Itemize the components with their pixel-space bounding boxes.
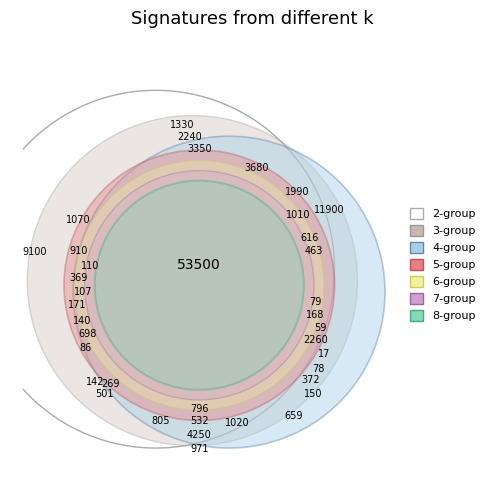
Text: 59: 59 (313, 323, 326, 333)
Text: 171: 171 (68, 300, 86, 310)
Text: 910: 910 (70, 246, 88, 256)
Circle shape (95, 180, 304, 390)
Text: 168: 168 (306, 310, 325, 320)
Text: 805: 805 (151, 416, 169, 426)
Text: 11900: 11900 (313, 206, 344, 216)
Text: 1020: 1020 (225, 418, 249, 428)
Text: 616: 616 (300, 233, 319, 243)
Text: 698: 698 (79, 329, 97, 339)
Circle shape (85, 170, 314, 400)
Text: 4250: 4250 (187, 430, 212, 440)
Circle shape (64, 150, 335, 420)
Text: 3680: 3680 (244, 163, 269, 173)
Text: 110: 110 (81, 261, 100, 271)
Text: 3350: 3350 (187, 144, 212, 154)
Text: 269: 269 (101, 379, 120, 389)
Text: 2260: 2260 (303, 335, 328, 345)
Title: Signatures from different k: Signatures from different k (131, 10, 373, 28)
Text: 532: 532 (190, 416, 209, 426)
Text: 17: 17 (319, 349, 331, 359)
Text: 463: 463 (305, 246, 323, 256)
Text: 1070: 1070 (67, 215, 91, 225)
Circle shape (27, 115, 357, 446)
Text: 372: 372 (301, 375, 320, 385)
Text: 140: 140 (73, 316, 92, 326)
Text: 369: 369 (70, 273, 88, 283)
Text: 971: 971 (190, 444, 209, 454)
Text: 53500: 53500 (177, 258, 221, 272)
Text: 79: 79 (309, 297, 322, 307)
Text: 150: 150 (304, 389, 322, 399)
Text: 1990: 1990 (285, 187, 309, 197)
Text: 142: 142 (86, 376, 104, 387)
Circle shape (75, 160, 324, 410)
Text: 86: 86 (80, 343, 92, 353)
Legend: 2-group, 3-group, 4-group, 5-group, 6-group, 7-group, 8-group: 2-group, 3-group, 4-group, 5-group, 6-gr… (404, 202, 481, 327)
Text: 501: 501 (95, 389, 113, 399)
Text: 1330: 1330 (170, 120, 195, 130)
Text: 107: 107 (74, 287, 92, 297)
Text: 2240: 2240 (178, 132, 203, 142)
Text: 9100: 9100 (22, 247, 46, 257)
Circle shape (73, 136, 385, 448)
Text: 659: 659 (284, 411, 302, 421)
Text: 796: 796 (190, 404, 209, 414)
Text: 78: 78 (312, 364, 325, 374)
Text: 1010: 1010 (286, 210, 310, 220)
